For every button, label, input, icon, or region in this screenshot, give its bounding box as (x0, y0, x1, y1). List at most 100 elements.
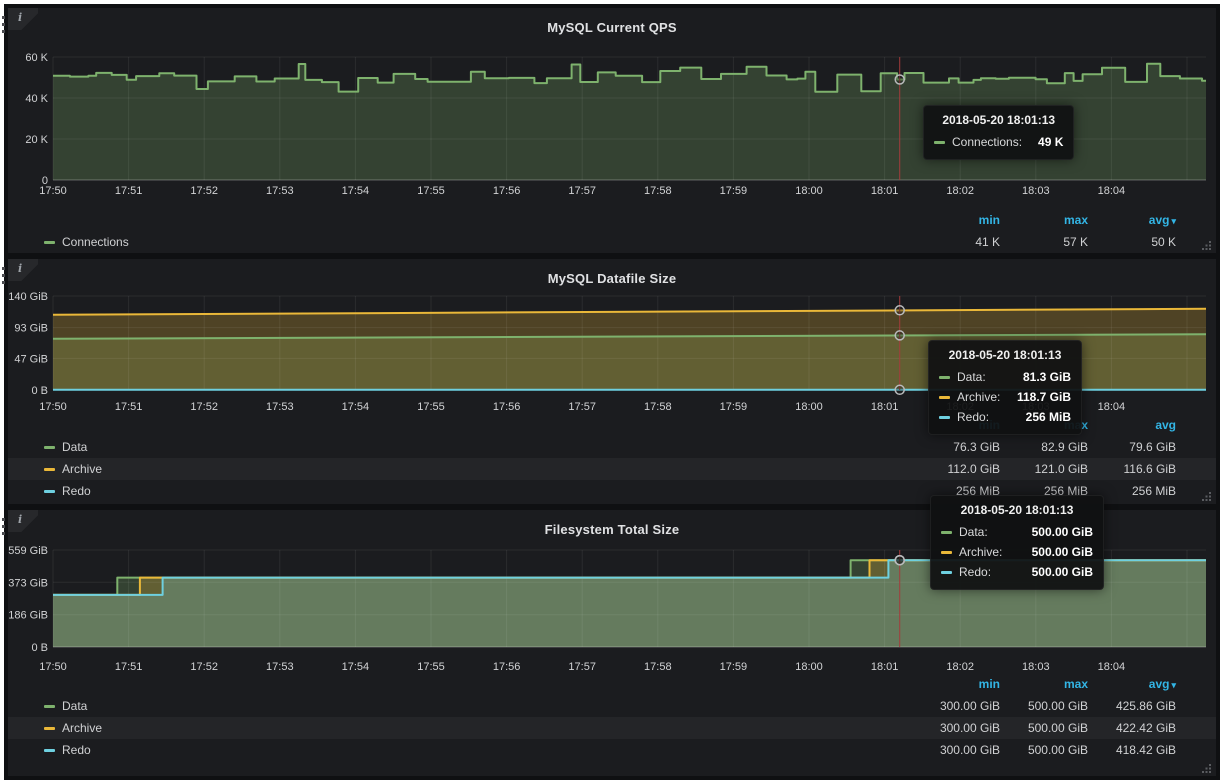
legend-sort-max[interactable]: max (1063, 677, 1088, 691)
x-tick-label: 17:56 (493, 185, 521, 197)
y-tick-label: 93 GiB (14, 323, 48, 335)
x-tick-label: 18:02 (946, 185, 974, 197)
info-icon[interactable]: i (8, 259, 38, 281)
series-fill (53, 308, 1206, 390)
hover-point-marker (894, 554, 905, 566)
legend-series-archive[interactable]: Archive (8, 721, 912, 735)
legend-sort-avg[interactable]: avg ▾ (1148, 677, 1176, 691)
series-color-dash (939, 395, 950, 399)
tooltip-row: Redo: 500.00 GiB (941, 562, 1093, 582)
x-tick-label: 18:01 (871, 661, 899, 673)
series-color-dash (44, 748, 55, 752)
series-color-dash (44, 240, 55, 244)
legend-series-connections[interactable]: Connections (8, 235, 912, 249)
series-color-dash (939, 375, 950, 379)
series-color-dash (939, 415, 950, 419)
tooltip-filesystem-size: 2018-05-20 18:01:13 Data: 500.00 GiB Arc… (930, 495, 1104, 590)
info-icon[interactable]: i (8, 8, 38, 30)
caret-down-icon: ▾ (1171, 216, 1176, 226)
stat-avg: 418.42 GiB (1115, 743, 1176, 757)
legend-sort-avg[interactable]: avg ▾ (1148, 213, 1176, 227)
series-color-dash (941, 550, 952, 554)
x-tick-label: 17:56 (493, 661, 521, 673)
tooltip-timestamp: 2018-05-20 18:01:13 (960, 503, 1074, 517)
legend-sort-min[interactable]: min (978, 213, 1000, 227)
x-tick-label: 17:50 (39, 185, 67, 197)
hover-point-marker (894, 74, 905, 85)
stat-avg: 425.86 GiB (1115, 699, 1176, 713)
x-tick-label: 17:53 (266, 185, 294, 197)
x-tick-label: 17:55 (417, 185, 445, 197)
x-tick-label: 18:03 (1022, 661, 1050, 673)
series-color-dash (941, 570, 952, 574)
stat-min: 256 MiB (955, 484, 1000, 498)
y-tick-label: 0 (42, 175, 48, 187)
legend-series-archive[interactable]: Archive (8, 462, 912, 476)
legend-sort-avg[interactable]: avg (1155, 418, 1176, 432)
stat-max: 500.00 GiB (1027, 721, 1088, 735)
panel-title[interactable]: Filesystem Total Size (544, 522, 680, 537)
tooltip-qps: 2018-05-20 18:01:13 Connections: 49 K (923, 105, 1075, 160)
panel-drag-handle[interactable] (2, 518, 5, 539)
hover-point-marker (894, 384, 905, 396)
stat-min: 76.3 GiB (953, 440, 1000, 454)
panel-resize-handle[interactable] (1202, 240, 1212, 250)
legend-series-data[interactable]: Data (8, 440, 912, 454)
y-tick-label: 140 GiB (8, 291, 48, 303)
series-fill (53, 560, 1206, 647)
legend: min max avg ▾ Data 300.00 GiB 500.00 GiB … (8, 673, 1216, 761)
x-tick-label: 17:53 (266, 401, 294, 413)
y-tick-label: 60 K (25, 52, 48, 64)
x-tick-label: 18:01 (871, 185, 899, 197)
legend-row: Connections 41 K 57 K 50 K (8, 231, 1216, 253)
series-color-dash (941, 530, 952, 534)
legend-series-redo[interactable]: Redo (8, 743, 912, 757)
x-tick-label: 17:58 (644, 401, 672, 413)
legend-row: Archive 112.0 GiB 121.0 GiB 116.6 GiB (8, 458, 1216, 480)
tooltip-timestamp: 2018-05-20 18:01:13 (948, 348, 1062, 362)
info-icon[interactable]: i (8, 510, 38, 532)
panel-drag-handle[interactable] (2, 16, 5, 37)
x-tick-label: 18:00 (795, 661, 823, 673)
series-color-dash (44, 704, 55, 708)
datafile-size-chart[interactable]: 0 B 47 GiB 93 GiB 140 GiB 17:50 17:51 17:52 17:… (8, 259, 1216, 414)
x-tick-label: 18:02 (946, 661, 974, 673)
legend-row: Redo 256 MiB 256 MiB 256 MiB (8, 480, 1216, 502)
x-tick-label: 17:52 (190, 185, 218, 197)
series-fill (53, 334, 1206, 390)
panel-title[interactable]: MySQL Datafile Size (547, 271, 677, 286)
panel-resize-handle[interactable] (1202, 491, 1212, 501)
x-tick-label: 17:51 (115, 185, 143, 197)
x-tick-label: 17:50 (39, 661, 67, 673)
x-tick-label: 18:00 (795, 185, 823, 197)
y-tick-label: 47 GiB (14, 353, 48, 365)
panel-title[interactable]: MySQL Current QPS (547, 20, 677, 35)
series-color-dash (934, 140, 945, 144)
y-tick-label: 0 B (31, 642, 48, 654)
x-tick-label: 17:51 (115, 401, 143, 413)
legend-row: Archive 300.00 GiB 500.00 GiB 422.42 GiB (8, 717, 1216, 739)
legend-series-redo[interactable]: Redo (8, 484, 912, 498)
filesystem-size-chart[interactable]: 0 B 186 GiB 373 GiB 559 GiB 17:50 17:51 17:52 1… (8, 510, 1216, 673)
x-tick-label: 18:03 (1022, 185, 1050, 197)
series-color-dash (44, 467, 55, 471)
legend-sort-max[interactable]: max (1063, 213, 1088, 227)
x-tick-label: 18:04 (1098, 661, 1126, 673)
tooltip-value: 500.00 GiB (1031, 525, 1093, 539)
tooltip-timestamp: 2018-05-20 18:01:13 (942, 113, 1056, 127)
x-tick-label: 18:04 (1098, 185, 1126, 197)
panel-resize-handle[interactable] (1202, 763, 1212, 773)
stat-max: 57 K (1063, 235, 1088, 249)
series-fill (53, 560, 1206, 647)
panel-drag-handle[interactable] (2, 267, 5, 288)
x-tick-label: 17:53 (266, 661, 294, 673)
x-tick-label: 17:58 (644, 185, 672, 197)
series-line-archive (52, 307, 1207, 316)
x-tick-label: 17:54 (342, 401, 370, 413)
legend-header: min max avg ▾ (8, 673, 1216, 695)
x-tick-label: 17:52 (190, 401, 218, 413)
tooltip-row: Connections: 49 K (934, 132, 1063, 152)
legend-sort-min[interactable]: min (978, 677, 1000, 691)
legend-series-data[interactable]: Data (8, 699, 912, 713)
tooltip-value: 256 MiB (1025, 410, 1071, 424)
